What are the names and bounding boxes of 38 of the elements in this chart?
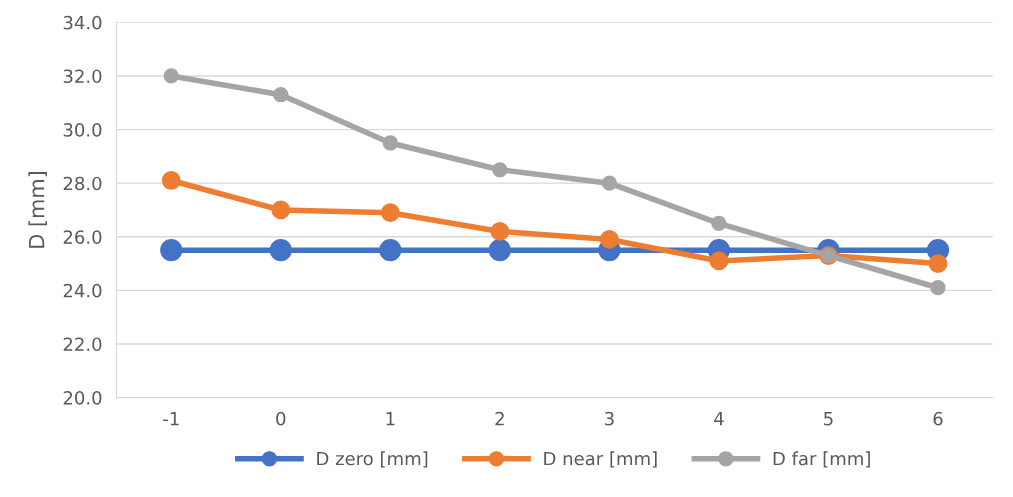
legend-label: D near [mm] bbox=[544, 451, 657, 468]
point bbox=[271, 200, 291, 220]
point bbox=[379, 239, 402, 262]
point bbox=[601, 175, 618, 191]
x-tick-label: -1 bbox=[163, 412, 179, 426]
y-tick-label: 22.0 bbox=[63, 337, 102, 352]
y-tick-label: 32.0 bbox=[63, 69, 102, 84]
point bbox=[928, 254, 948, 273]
x-tick-label: 6 bbox=[933, 411, 943, 426]
point bbox=[163, 68, 179, 84]
point bbox=[382, 135, 398, 151]
legend-label: D zero [mm] bbox=[317, 451, 428, 468]
x-tick-label: 0 bbox=[276, 411, 286, 426]
y-tick-label: 20.0 bbox=[63, 391, 102, 405]
legend-label: D far [mm] bbox=[773, 451, 870, 468]
y-tick-label: 24.0 bbox=[63, 283, 102, 298]
x-tick-label: 4 bbox=[714, 412, 724, 426]
point bbox=[709, 251, 729, 271]
x-tick-label: 5 bbox=[824, 412, 833, 426]
point bbox=[161, 171, 181, 190]
y-tick-label: 30.0 bbox=[63, 123, 102, 137]
point bbox=[492, 162, 508, 178]
point bbox=[273, 87, 289, 103]
point bbox=[488, 239, 511, 262]
x-tick-label: 3 bbox=[605, 411, 614, 426]
y-tick-label: 34.0 bbox=[63, 15, 102, 30]
y-tick-label: 26.0 bbox=[63, 230, 102, 244]
point bbox=[711, 215, 727, 232]
point bbox=[490, 222, 510, 241]
x-tick-label: 1 bbox=[386, 412, 395, 426]
y-axis-title: D [mm] bbox=[28, 172, 47, 248]
point bbox=[930, 280, 946, 296]
y-tick-label: 28.0 bbox=[63, 176, 102, 191]
point bbox=[380, 203, 400, 223]
point bbox=[160, 239, 183, 262]
x-tick-label: 2 bbox=[495, 411, 504, 426]
point bbox=[600, 230, 619, 249]
point bbox=[269, 239, 292, 262]
